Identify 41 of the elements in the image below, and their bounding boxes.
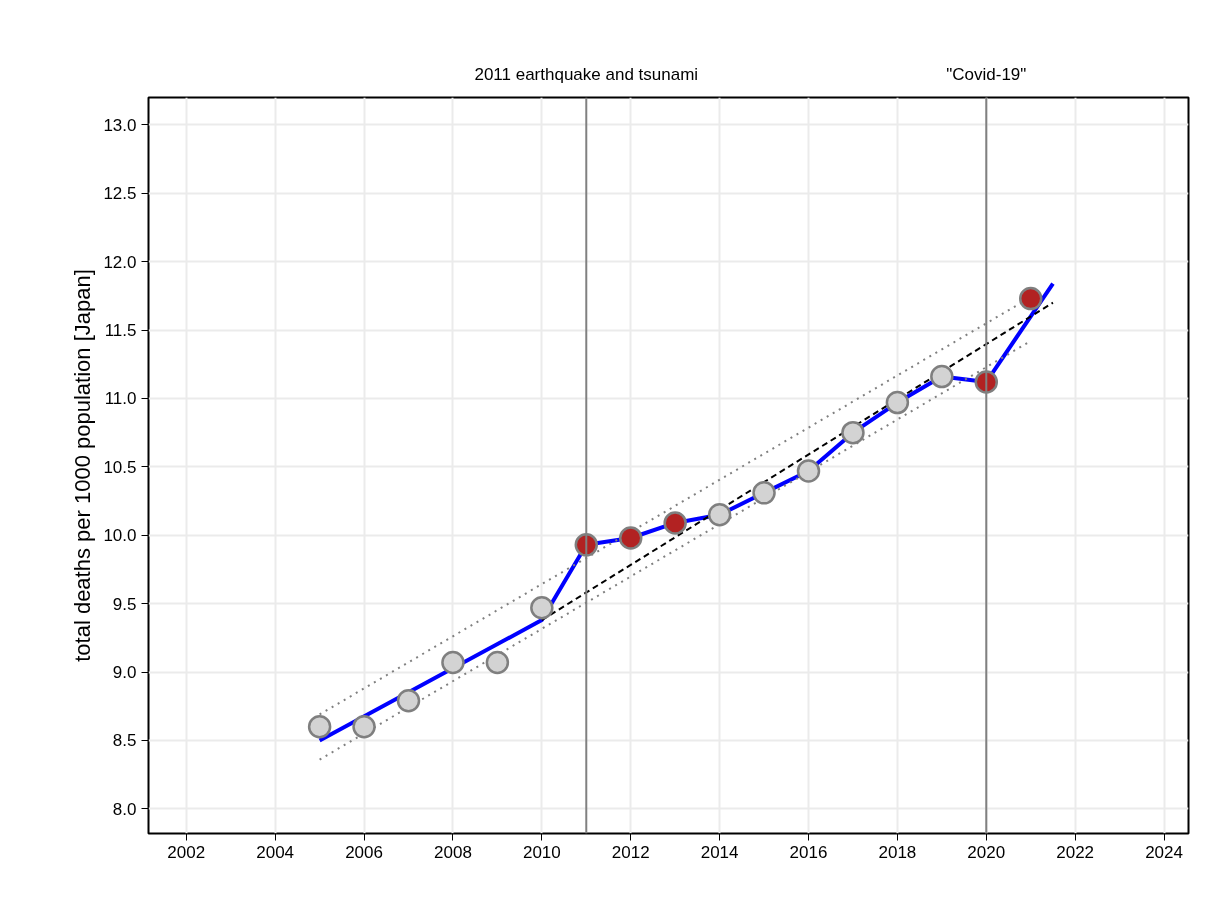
point xyxy=(707,503,732,527)
x-tick-label: 2022 xyxy=(1056,842,1095,862)
point xyxy=(485,650,510,675)
point xyxy=(796,459,821,483)
x-tick-label: 2008 xyxy=(434,842,472,862)
y-tick-label: 10.5 xyxy=(103,457,137,477)
ref-line-label: 2011 earthquake and tsunami xyxy=(474,64,699,84)
y-tick-label: 10.0 xyxy=(103,526,137,546)
y-tick-label: 11.5 xyxy=(104,321,137,341)
x-tick-label: 2018 xyxy=(878,842,917,862)
point xyxy=(441,650,465,675)
x-tick-label: 2010 xyxy=(522,842,561,862)
y-tick-label: 12.5 xyxy=(103,184,137,204)
point xyxy=(841,420,865,445)
y-tick-label: 9.5 xyxy=(112,594,137,614)
x-tick-label: 2002 xyxy=(167,842,206,862)
point xyxy=(396,689,421,713)
point xyxy=(663,511,687,535)
x-tick-label: 2020 xyxy=(967,842,1006,862)
point xyxy=(885,390,910,415)
point xyxy=(530,596,554,620)
x-tick-label: 2006 xyxy=(345,842,383,862)
x-tick-label: 2004 xyxy=(256,842,295,862)
point xyxy=(352,715,376,739)
point xyxy=(1018,286,1043,311)
y-tick-label: 8.5 xyxy=(112,731,137,751)
point xyxy=(930,364,954,389)
point xyxy=(618,526,643,550)
y-tick-label: 13.0 xyxy=(103,115,137,135)
y-tick-label: 9.0 xyxy=(112,663,137,683)
ref-line-label: "Covid-19" xyxy=(946,64,1027,84)
x-tick-label: 2014 xyxy=(700,842,739,862)
y-tick-label: 8.0 xyxy=(112,799,137,819)
y-tick-label: 11.0 xyxy=(104,389,137,409)
point xyxy=(307,715,332,739)
y-tick-label: 12.0 xyxy=(103,252,137,272)
x-tick-label: 2016 xyxy=(789,842,828,862)
x-tick-label: 2012 xyxy=(611,842,650,862)
point xyxy=(752,481,776,505)
x-tick-label: 2024 xyxy=(1145,842,1183,862)
y-axis-title: total deaths per 1000 population [Japan] xyxy=(70,269,96,662)
